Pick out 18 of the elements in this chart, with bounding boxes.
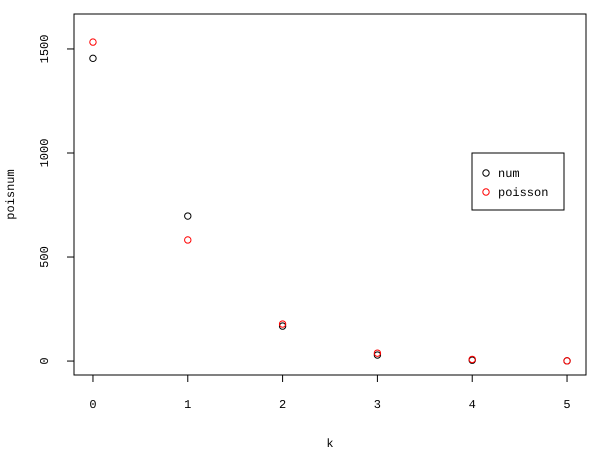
- x-tick-label: 1: [184, 398, 192, 412]
- y-tick-label: 1000: [38, 138, 52, 168]
- x-tick-label: 4: [468, 398, 476, 412]
- x-tick-label: 2: [278, 398, 286, 412]
- x-axis-title: k: [326, 437, 334, 451]
- x-tick-label: 0: [89, 398, 97, 412]
- point: [89, 38, 97, 46]
- y-tick-label: 1500: [38, 34, 52, 64]
- point: [184, 212, 192, 220]
- y-tick-label: 500: [38, 246, 52, 268]
- y-tick-label: 0: [38, 357, 52, 365]
- point: [184, 236, 192, 244]
- x-tick-label: 3: [374, 398, 382, 412]
- legend-label: num: [498, 167, 520, 181]
- legend-label: poisson: [498, 186, 548, 200]
- x-tick-label: 5: [563, 398, 571, 412]
- y-axis-title: poisnum: [4, 169, 18, 220]
- point: [89, 54, 97, 62]
